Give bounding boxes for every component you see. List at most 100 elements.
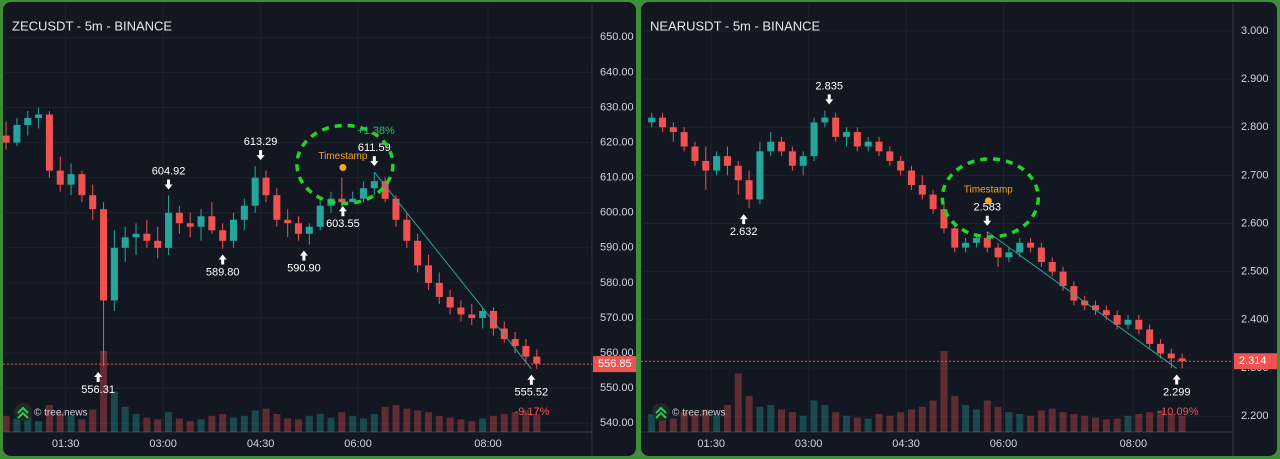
candle-body: [424, 265, 432, 283]
volume-bar: [511, 412, 519, 432]
volume-bar: [929, 400, 937, 432]
volume-bar: [907, 409, 915, 432]
volume-bar: [457, 419, 465, 432]
candle-body: [1167, 353, 1175, 359]
volume-bar: [294, 419, 303, 432]
marker-label: 590.90: [287, 263, 321, 275]
marker-arrow: [825, 94, 834, 105]
volume-bar: [1059, 412, 1067, 432]
y-tick-label: 2.400: [1241, 314, 1269, 326]
candle-body: [972, 237, 980, 243]
volume-bar: [951, 396, 959, 432]
candle-body: [240, 205, 248, 220]
marker-label: 613.29: [244, 136, 278, 148]
candle-body: [533, 356, 541, 364]
volume-bar: [648, 414, 656, 432]
candle-body: [186, 223, 194, 227]
candle-body: [745, 180, 753, 200]
marker-arrow: [527, 374, 536, 385]
volume-bar: [338, 412, 346, 432]
marker-arrow: [338, 206, 347, 217]
volume-bar: [745, 396, 753, 432]
volume-bar: [500, 414, 508, 432]
y-tick-label: 600.00: [600, 207, 634, 219]
candle-body: [1113, 315, 1121, 325]
volume-bar: [1048, 408, 1056, 432]
volume-bar: [1124, 415, 1132, 432]
candle-body: [864, 141, 872, 147]
volume-bar: [1037, 410, 1045, 432]
x-tick-label: 04:30: [892, 438, 920, 450]
volume-bar: [110, 391, 118, 432]
volume-bar: [1081, 415, 1089, 432]
panel-bg: [3, 2, 636, 456]
volume-bar: [165, 412, 173, 432]
volume-bar: [197, 419, 205, 432]
candle-body: [457, 307, 465, 315]
candle-body: [1048, 262, 1056, 272]
marker-arrow: [299, 250, 308, 261]
y-tick-label: 650.00: [600, 31, 634, 43]
candle-body: [154, 240, 162, 248]
change-label: -10.09%: [1158, 406, 1199, 418]
timestamp-dot: [339, 163, 347, 171]
candle-body: [392, 198, 400, 220]
volume-bar: [35, 421, 43, 432]
marker-arrow: [256, 150, 265, 161]
candle-body: [251, 177, 259, 206]
x-tick-label: 01:30: [697, 438, 725, 450]
candle-body: [338, 198, 346, 203]
volume-bar: [522, 410, 530, 432]
y-tick-label: 2.600: [1241, 217, 1269, 229]
volume-bar: [886, 415, 894, 432]
candle-body: [929, 194, 937, 210]
volume-bar: [1091, 417, 1100, 432]
candle-body: [756, 151, 764, 200]
volume-bar: [424, 412, 432, 432]
trend-line: [373, 171, 532, 370]
volume-bar: [359, 418, 368, 432]
logo-mark: [17, 406, 29, 419]
marker-arrow: [739, 214, 748, 225]
volume-bar: [767, 405, 775, 432]
candle-body: [305, 226, 313, 234]
watermark: © tree.news: [672, 408, 726, 419]
volume-bar: [403, 408, 411, 432]
volume-bar: [370, 414, 378, 432]
y-tick-label: 630.00: [600, 101, 634, 113]
candle-body: [511, 339, 519, 347]
volume-bar: [756, 406, 764, 432]
marker-label: 604.92: [152, 165, 186, 177]
candle-body: [229, 219, 238, 241]
y-tick-label: 590.00: [600, 242, 634, 254]
marker-label: 603.55: [326, 218, 360, 230]
candle-body: [403, 219, 411, 241]
trend-line: [986, 231, 1177, 369]
candle-body: [940, 209, 948, 229]
volume-bar: [778, 409, 786, 432]
volume-bar: [843, 415, 851, 432]
y-tick-label: 620.00: [600, 136, 634, 148]
marker-arrow: [218, 254, 227, 265]
candle-body: [435, 282, 443, 297]
volume-bar: [994, 406, 1002, 432]
x-tick-label: 08:00: [474, 438, 502, 450]
x-tick-label: 06:00: [344, 438, 372, 450]
x-tick-label: 03:00: [795, 438, 823, 450]
candle-body: [983, 237, 991, 248]
volume-bar: [1070, 414, 1078, 432]
marker-label: 2.632: [730, 226, 758, 238]
volume-bar: [691, 414, 699, 432]
candle-body: [219, 230, 227, 241]
marker-label: 555.52: [515, 387, 549, 399]
candle-body: [832, 117, 840, 137]
change-label: +1.38%: [357, 125, 395, 137]
volume-bar: [788, 412, 796, 432]
volume-bar: [680, 412, 688, 432]
candle-body: [197, 216, 205, 227]
volume-bar: [2, 415, 10, 432]
highlight-circle: [940, 157, 1041, 239]
volume-bar: [962, 405, 970, 432]
volume-bar: [24, 414, 32, 432]
candle-body: [951, 228, 959, 248]
